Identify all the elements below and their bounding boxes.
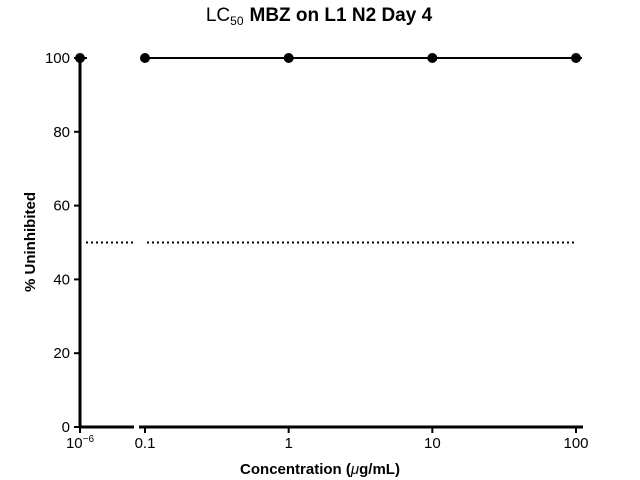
data-point <box>75 53 85 63</box>
y-tick-label: 100 <box>45 50 70 67</box>
x-axis-label: Concentration (μg/mL) <box>240 461 400 478</box>
x-tick-label-exponent: −6 <box>83 434 95 445</box>
data-point <box>140 53 150 63</box>
x-ticks: 10−6 0.1 1 10 100 <box>66 427 589 452</box>
x-tick-label: 10 <box>424 435 441 452</box>
x-axis-label-suffix: g/mL) <box>359 461 400 478</box>
chart-title: LC50 MBZ on L1 N2 Day 4 <box>206 5 433 28</box>
x-tick-label: 1 <box>284 435 292 452</box>
data-point <box>283 53 294 63</box>
y-axis-label: % Uninhibited <box>22 192 39 292</box>
y-tick-label: 0 <box>62 419 70 436</box>
x-tick-label: 10−6 <box>66 434 95 452</box>
y-tick-label: 60 <box>53 198 70 215</box>
chart-title-subscript: 50 <box>230 14 244 28</box>
x-tick-label-base: 10 <box>66 435 83 452</box>
x-axis-label-prefix: Concentration ( <box>240 461 351 478</box>
y-ticks: 0 20 40 60 80 100 <box>45 50 80 436</box>
chart-title-rest: MBZ on L1 N2 Day 4 <box>250 5 433 26</box>
x-tick-label: 100 <box>563 435 588 452</box>
data-point <box>427 53 438 63</box>
x-axis-label-mu: μ <box>350 461 359 478</box>
x-tick-label: 0.1 <box>135 435 156 452</box>
data-point <box>571 53 581 63</box>
y-tick-label: 40 <box>53 271 70 288</box>
y-tick-label: 20 <box>53 345 70 362</box>
y-tick-label: 80 <box>53 124 70 141</box>
series-group <box>74 53 582 63</box>
chart-title-prefix: LC <box>206 5 230 26</box>
